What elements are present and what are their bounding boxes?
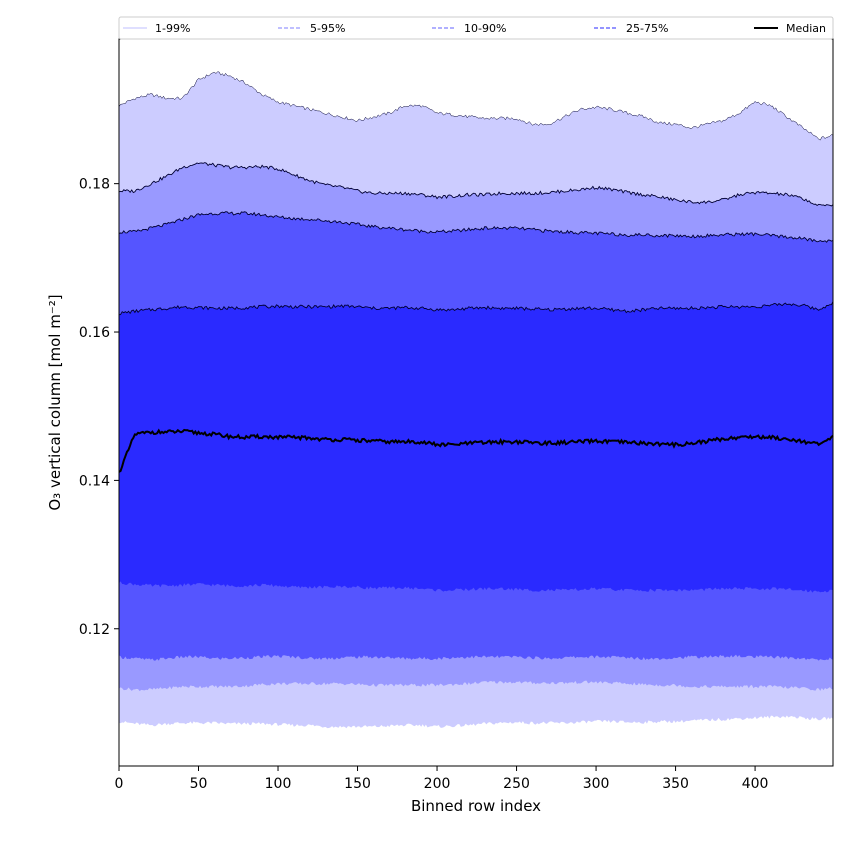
legend-label: 10-90% — [464, 22, 506, 35]
y-tick-label: 0.18 — [79, 177, 110, 193]
legend-box — [118, 16, 834, 40]
legend: 1-99% 5-95% 10-90% 25-75% Median — [118, 16, 834, 40]
legend-label: 25-75% — [626, 22, 668, 35]
y-tick-label: 0.14 — [79, 473, 110, 489]
x-tick-label: 100 — [265, 776, 292, 792]
y-tick-label: 0.16 — [79, 325, 110, 341]
band-upper-edge-1-99pct — [118, 71, 834, 141]
x-tick-label: 0 — [115, 776, 124, 792]
band-25-75pct — [119, 301, 833, 593]
x-tick-label: 350 — [662, 776, 689, 792]
x-tick-label: 300 — [583, 776, 610, 792]
plot-area — [118, 71, 834, 729]
x-tick-label: 50 — [190, 776, 208, 792]
band-upper-edge-25-75pct — [118, 301, 834, 316]
y-tick-label: 0.12 — [79, 622, 110, 638]
x-tick-label: 250 — [503, 776, 530, 792]
legend-label: Median — [786, 22, 826, 35]
band-upper-edge-10-90pct — [118, 211, 834, 243]
median-line — [118, 428, 834, 473]
x-tick-label: 150 — [344, 776, 371, 792]
band-upper-edge-5-95pct — [118, 162, 834, 207]
legend-label: 5-95% — [310, 22, 345, 35]
legend-label: 1-99% — [155, 22, 190, 35]
x-tick-label: 400 — [742, 776, 769, 792]
y-axis-title: O₃ vertical column [mol m⁻²] — [46, 294, 64, 510]
x-tick-label: 200 — [424, 776, 451, 792]
x-axis-title: Binned row index — [411, 797, 541, 815]
